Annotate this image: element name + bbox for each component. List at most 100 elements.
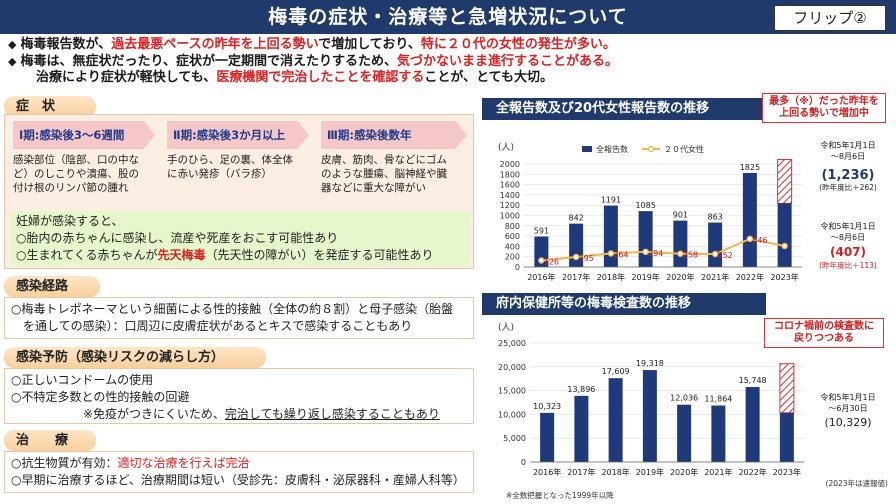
chart1-xtick: 2023年 [770, 272, 798, 282]
summary-text: ことが、とても大切。 [424, 70, 554, 85]
chart1-line [541, 237, 785, 262]
callout-line: 最多（※）だった昨年を [769, 96, 879, 107]
prevention-heading: 感染予防（感染リスクの減らし方） [4, 347, 266, 368]
chart1-ytick: 800 [505, 222, 520, 231]
route-panel: ○梅毒トレポネーマという細菌による性的接触（全体の約８割）と母子感染（胎盤 を通… [4, 297, 474, 339]
chart1-bar [638, 211, 653, 267]
chart2-bar [608, 378, 623, 462]
chart1-bar [742, 173, 757, 267]
chart1-line-label: 195 [578, 254, 593, 263]
header-bar: 梅毒の症状・治療等と急増状況について フリップ② [0, 0, 896, 34]
pregnancy-risk-2: ○生まれてくる赤ちゃんが先天梅毒（先天性の障がい）を発症する可能性あり [16, 247, 464, 264]
chart2-xtick: 2019年 [636, 467, 664, 477]
summary-line-1: ◆ 梅毒報告数が、過去最悪ペースの昨年を上回る勢いで増加しており、特に２０代の女性… [8, 37, 888, 54]
chart1-xtick: 2017年 [562, 272, 590, 282]
summary-text: で増加しており、 [318, 37, 421, 52]
chart2-bar-label: 11,864 [704, 395, 732, 404]
chart1-ytick: 1200 [500, 201, 520, 210]
text: ※免疫がつきにくいため、 [83, 407, 225, 421]
route-line-2: を通しての感染）：口周辺に皮膚症状があるとキスで感染することもあり [23, 319, 413, 333]
chart2-bar-label: 15,748 [739, 376, 767, 385]
chart1-ytick: 1600 [500, 181, 520, 190]
chart2-bar-label: 13,896 [567, 385, 595, 394]
chart1-footnote: ※全数把握となった1999年以降 [506, 490, 614, 500]
stage-2: Ⅱ期:感染後3か月以上 手のひら、足の裏、体全体 に赤い発疹（バラ疹） [167, 121, 315, 219]
text: ○生まれてくる赤ちゃんが [16, 248, 158, 262]
treatment-line-1: ○抗生物質が有効：適切な治療を行えば完治 [11, 455, 467, 472]
desc-line: 器などに重大な障がい [321, 182, 426, 194]
stage-2-desc: 手のひら、足の裏、体全体 に赤い発疹（バラ疹） [167, 153, 293, 181]
chart2-xtick: 2022年 [738, 467, 766, 477]
summary-text: 治療により症状が軽快しても、 [36, 70, 217, 85]
summary-highlight: 医療機関で完治したことを確認する [216, 70, 425, 85]
chart1-bar-label: 842 [568, 214, 583, 223]
chart1-legend-bar-label: 全報告数 [596, 144, 628, 154]
chart1-bar [673, 220, 688, 267]
treatment-panel: ○抗生物質が有効：適切な治療を行えば完治 ○早期に治療するほど、治療期間は短い（… [4, 451, 474, 493]
chart2-bar-label: 12,036 [670, 394, 698, 403]
desc-line: に赤い発疹（バラ疹） [167, 168, 272, 180]
chart1-bar-projection [777, 159, 793, 204]
chart1-xtick: 2020年 [666, 272, 694, 282]
route-line-1: ○梅毒トレポネーマという細菌による性的接触（全体の約８割）と母子感染（胎盤 [11, 302, 454, 316]
chart1-xtick: 2022年 [736, 272, 764, 282]
chart1-bar-label: 591 [534, 227, 549, 236]
chart1-line-label: 126 [544, 258, 559, 267]
chart2-title: 府内保健所等の梅毒検査数の推移 [482, 293, 766, 315]
underlined-text: 完治しても繰り返し感染することもあり [224, 407, 440, 421]
chart2-note-line: ～6月30日 [828, 404, 867, 413]
stage-3-label: Ⅲ期:感染後数年 [321, 121, 467, 149]
pregnancy-box: 妊婦が感染すると、 ○胎内の赤ちゃんに感染し、流産や死産をおこす可能性あり ○生… [10, 211, 470, 266]
chart2-xtick: 2023年 [773, 467, 801, 477]
flip-label: フリップ② [774, 5, 886, 31]
summary-line-2: ◆ 梅毒は、無症状だったり、症状が一定期間で消えたりするため、気づかないまま進行す… [8, 54, 888, 71]
chart1-line-point [746, 235, 754, 243]
callout-line: 上回る勢いで増加中 [779, 108, 869, 119]
desc-line: 皮膚、筋肉、骨などにゴム [321, 154, 447, 166]
chart1-note1-line: ～8月6日 [831, 152, 865, 161]
summary-text: 梅毒は、無症状だったり、症状が一定期間で消えたりするため、 [20, 53, 397, 69]
desc-line: ど）のしこりや潰瘍、股の [13, 168, 139, 180]
chart1-ytick: 200 [505, 253, 520, 262]
chart1-bar [777, 203, 792, 267]
chart1-bar-label: 901 [673, 211, 688, 220]
stage-1-desc: 感染部位（陰部、口の中な ど）のしこりや潰瘍、股の 付け根のリンパ節の腫れ [13, 153, 139, 195]
page-title: 梅毒の症状・治療等と急増状況について [268, 6, 628, 28]
chart2-xtick: 2017年 [567, 467, 595, 477]
chart2-bar [540, 412, 555, 462]
summary-line-3: 治療により症状が軽快しても、医療機関で完治したことを確認することが、とても大切。 [8, 70, 888, 87]
chart1-legend-bar-swatch [582, 146, 592, 152]
chart2-footnote-prelim: (2023年は速報値) [826, 478, 889, 488]
prevention-line-1: ○正しいコンドームの使用 [11, 373, 154, 387]
chart2-ytick: 10,000 [498, 410, 526, 419]
chart1-bar-label: 1191 [601, 196, 621, 205]
chart1-xtick: 2018年 [597, 272, 625, 282]
chart2-bar [677, 404, 692, 462]
chart1-value-20s: (407) [830, 245, 866, 259]
chart2-note-line: 令和5年1月1日 [820, 392, 875, 402]
desc-line: のような腫瘍、脳神経や臓 [321, 168, 447, 180]
chart1-line-label: 294 [648, 249, 663, 258]
callout-line: コロナ禍前の検査数に [774, 321, 874, 332]
chart1-line-point [781, 242, 788, 250]
chart2-xtick: 2021年 [704, 467, 732, 477]
chart1-ytick: 0 [515, 263, 520, 272]
chart1-ytick: 1800 [500, 170, 520, 179]
callout-line: 戻りつつある [793, 333, 855, 344]
chart1-callout: 最多（※）だった昨年を 上回る勢いで増加中 [762, 93, 886, 123]
chart1-ylabel: (人) [498, 142, 514, 153]
diamond-bullet-icon: ◆ [8, 54, 17, 68]
chart1-ytick: 1000 [500, 212, 520, 221]
chart1-line-point [538, 257, 545, 264]
symptoms-panel: Ⅰ期:感染後3～6週間 感染部位（陰部、口の中な ど）のしこりや潰瘍、股の 付け… [4, 114, 474, 269]
stage-2-label: Ⅱ期:感染後3か月以上 [167, 121, 309, 149]
chart1-line-label: 546 [752, 236, 767, 245]
chart2-bar [642, 370, 657, 462]
stage-1-label: Ⅰ期:感染後3～6週間 [13, 121, 155, 149]
prevention-line-3: ※免疫がつきにくいため、完治しても繰り返し感染することもあり [11, 406, 467, 423]
chart1-legend-line-marker [647, 145, 655, 153]
chart1-xtick: 2019年 [631, 272, 659, 282]
chart1-title: 全報告数及び20代女性報告数の推移 [482, 98, 766, 120]
chart2-bar-projection [779, 363, 795, 414]
